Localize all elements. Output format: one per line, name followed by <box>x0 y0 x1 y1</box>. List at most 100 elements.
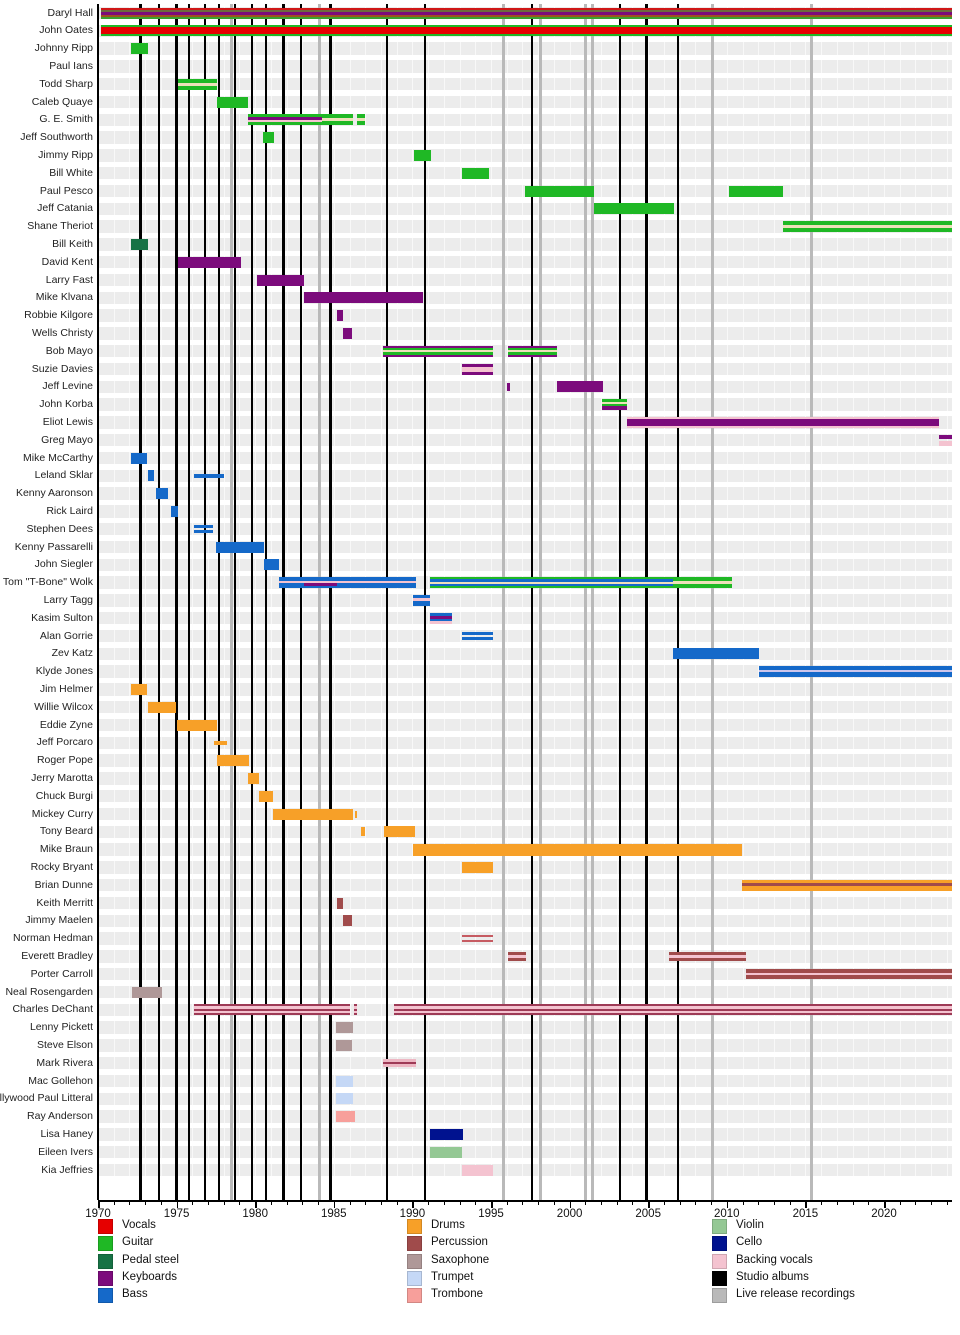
live-release-line <box>318 4 321 1200</box>
row-band <box>98 629 952 643</box>
member-name-label: Jeff Levine <box>42 380 93 393</box>
member-name-label: Jeff Catania <box>37 202 93 215</box>
bar-stripe <box>279 580 416 584</box>
axis-tick <box>459 1201 461 1206</box>
legend-label: Pedal steel <box>122 1253 179 1266</box>
bar-stripe <box>393 1004 953 1007</box>
member-bar <box>429 577 674 589</box>
row-band <box>98 451 952 465</box>
year-gridline <box>758 4 760 1200</box>
row-band <box>98 1163 952 1177</box>
bar-stripe <box>413 594 430 599</box>
bar-stripe <box>354 1013 358 1016</box>
axis-tick <box>852 1201 854 1206</box>
member-name-label: David Kent <box>41 255 93 268</box>
legend-label: Percussion <box>431 1236 488 1249</box>
member-bar <box>626 416 940 428</box>
bar-stripe <box>461 637 494 641</box>
axis-tick <box>726 1201 729 1208</box>
axis-tick <box>758 1201 760 1206</box>
bar-stripe <box>461 934 494 938</box>
member-bar <box>343 915 353 927</box>
bar-stripe <box>508 957 526 962</box>
bar-stripe <box>626 416 940 419</box>
row-band <box>98 362 952 376</box>
row-band <box>98 380 952 393</box>
bar-stripe <box>101 7 953 10</box>
member-name-label: Jim Helmer <box>39 682 93 695</box>
row-band <box>98 861 952 874</box>
axis-year-label: 2020 <box>871 1208 897 1220</box>
row-band <box>98 1021 952 1034</box>
axis-tick <box>192 1201 194 1206</box>
member-name-label: Caleb Quaye <box>31 95 93 108</box>
bar-stripe <box>382 354 494 357</box>
bar-stripe <box>343 327 353 339</box>
axis-tick <box>789 1201 791 1206</box>
axis-tick <box>176 1201 179 1208</box>
bar-stripe <box>429 583 674 587</box>
member-bar <box>783 221 953 233</box>
row-band <box>98 273 952 287</box>
bar-stripe <box>321 114 354 119</box>
bar-stripe <box>673 577 732 582</box>
member-name-label: Todd Sharp <box>39 77 93 90</box>
member-bar <box>741 879 953 891</box>
year-gridline <box>491 4 492 1200</box>
axis-tick <box>160 1201 162 1206</box>
row-band <box>98 327 952 340</box>
axis-tick <box>349 1201 351 1206</box>
bar-stripe <box>382 345 494 348</box>
bar-stripe <box>413 843 742 856</box>
row-band <box>98 291 952 304</box>
bar-stripe <box>759 666 953 670</box>
member-name-label: Porter Carroll <box>30 967 93 980</box>
bar-stripe <box>741 883 953 887</box>
studio-album-line <box>645 4 648 1200</box>
bar-stripe <box>669 955 747 958</box>
member-name-label: Brian Dunne <box>34 878 93 891</box>
studio-album-line <box>329 4 332 1200</box>
member-bar <box>194 474 225 478</box>
year-gridline <box>412 4 414 1200</box>
bar-stripe <box>673 581 732 585</box>
bar-stripe <box>626 425 940 428</box>
studio-album-line <box>386 4 389 1200</box>
row-band <box>98 1146 952 1159</box>
bar-stripe <box>194 1013 351 1016</box>
row-band <box>98 932 952 945</box>
row-band <box>98 807 952 821</box>
bar-stripe <box>336 1022 354 1034</box>
bar-stripe <box>101 15 953 17</box>
member-name-label: John Siegler <box>34 558 93 571</box>
legend-swatch <box>407 1270 422 1286</box>
year-gridline <box>396 4 398 1200</box>
row-band <box>98 434 952 447</box>
year-gridline <box>255 4 257 1200</box>
member-name-label: Johnny Ripp <box>34 42 93 55</box>
member-name-label: Mac Gollehon <box>28 1074 93 1087</box>
row-band <box>98 238 952 251</box>
member-name-label: Roger Pope <box>36 754 93 767</box>
bar-stripe <box>430 1146 462 1158</box>
legend-swatch <box>407 1288 422 1304</box>
live-release-line <box>539 4 542 1200</box>
row-band <box>98 149 952 162</box>
member-bar <box>601 399 628 411</box>
member-bar <box>413 594 430 606</box>
member-name-label: Willie Wilcox <box>34 700 93 713</box>
legend-swatch <box>407 1236 422 1252</box>
bar-stripe <box>101 12 953 15</box>
row-band <box>98 1039 952 1052</box>
member-bar <box>131 238 148 250</box>
member-bar <box>759 666 953 678</box>
row-band <box>98 558 952 571</box>
legend-label: Trumpet <box>431 1270 474 1283</box>
studio-album-line <box>175 4 178 1200</box>
member-name-label: Ray Anderson <box>27 1110 93 1123</box>
member-name-label: Mickey Curry <box>31 807 93 820</box>
row-band <box>98 594 952 607</box>
bar-stripe <box>259 790 273 802</box>
bar-stripe <box>429 586 674 589</box>
